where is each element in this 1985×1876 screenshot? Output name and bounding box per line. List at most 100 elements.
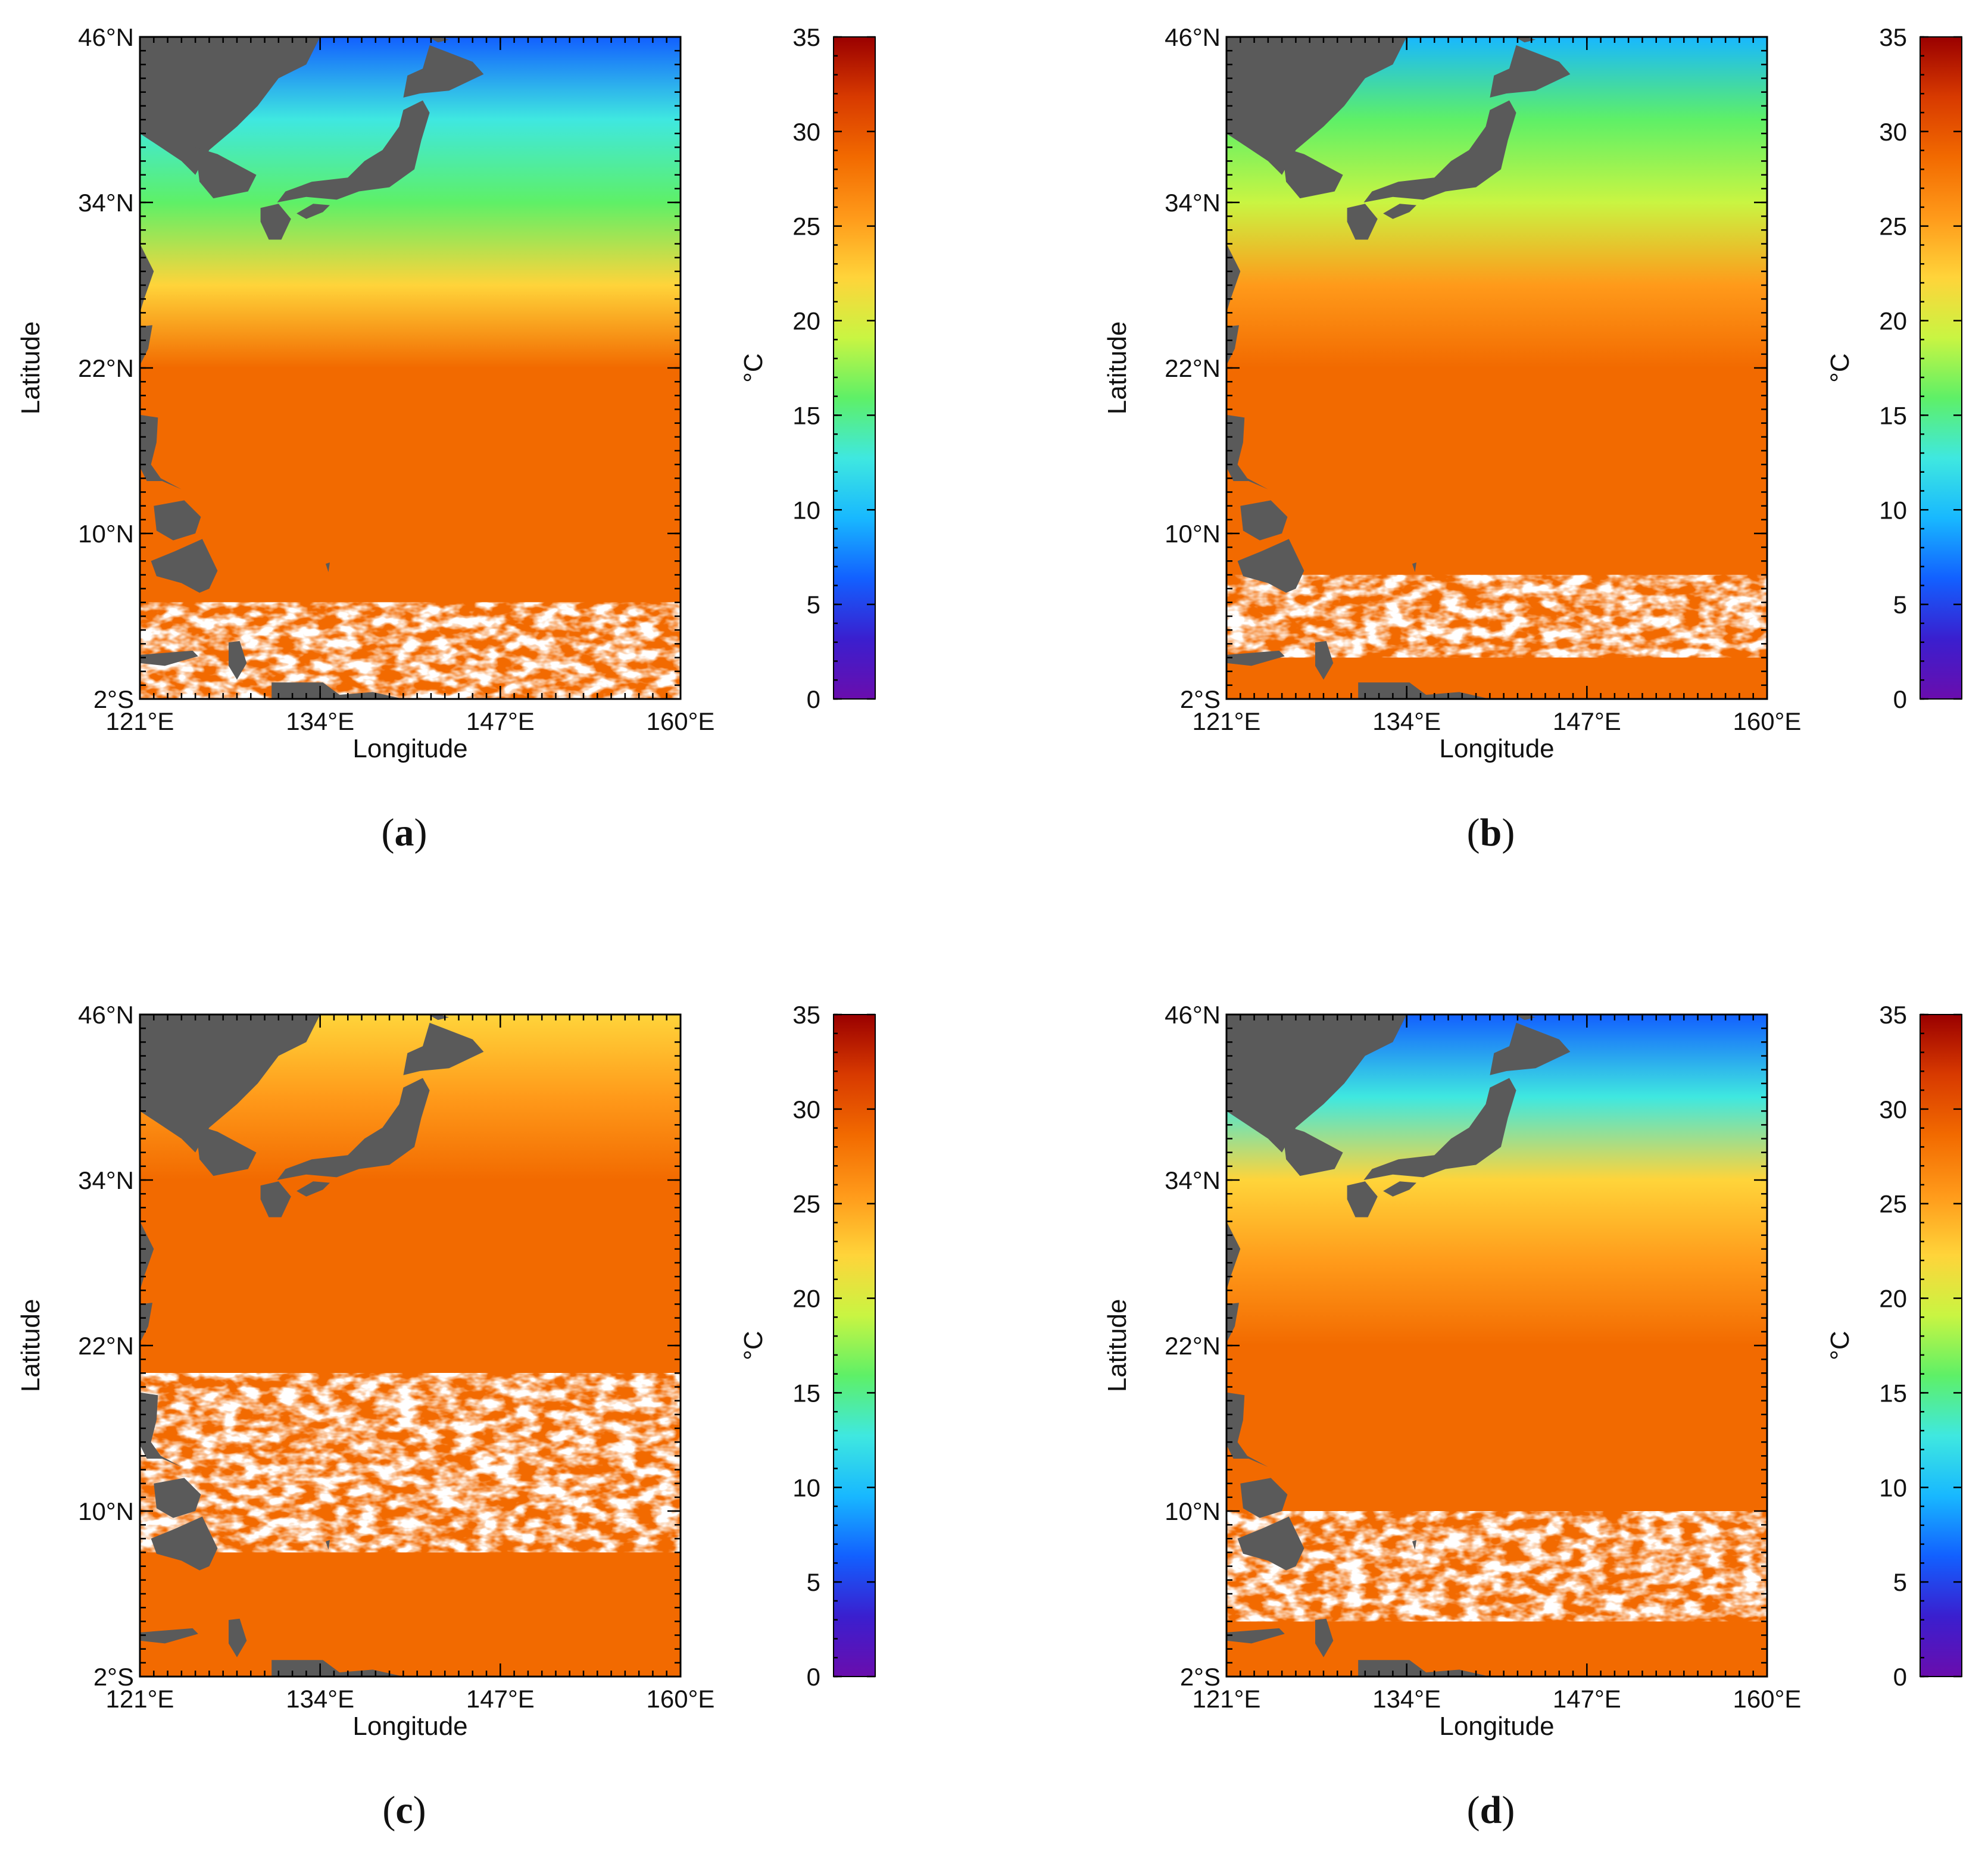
x-tick-label: 134°E — [1372, 707, 1441, 735]
colorbar-tick-label: 20 — [792, 307, 820, 335]
china-coast-land — [1226, 1221, 1241, 1291]
colorbar-tick-label: 25 — [1879, 213, 1907, 241]
panel-letter: b — [1480, 811, 1502, 854]
japan-shikoku-land — [296, 1181, 330, 1197]
colorbar-tick-label: 10 — [1879, 1474, 1907, 1502]
y-tick-label: 2°S — [93, 1663, 134, 1691]
cloud-mask — [140, 602, 681, 699]
new-guinea-land — [1358, 1660, 1490, 1677]
panel-b: 121°E 134°E 147°E 160°E 46°N 34°N 22°N 10°N 2°S L… — [1103, 23, 1962, 854]
panel-a: 121°E 134°E 147°E 160°E 46°N 34°N 22°N 10°N 2°S L… — [16, 23, 876, 854]
cloud-mask — [1226, 575, 1767, 658]
cloud-mask — [140, 1373, 681, 1553]
y-tick-label: 10°N — [1165, 1497, 1221, 1525]
china-coast-land — [140, 1221, 154, 1291]
colorbar — [834, 37, 875, 699]
taiwan-land — [1226, 1303, 1239, 1343]
x-tick-label: 160°E — [647, 1685, 715, 1713]
japan-honshu-land — [1363, 100, 1516, 202]
colorbar-tick-label: 0 — [1893, 1663, 1907, 1691]
palau-land — [326, 562, 330, 572]
asia-mainland-land — [1226, 37, 1407, 175]
x-tick-label: 147°E — [466, 707, 535, 735]
y-tick-label: 22°N — [78, 1332, 134, 1360]
japan-kyushu-land — [260, 204, 291, 240]
sulawesi-land — [140, 1628, 198, 1644]
x-tick-label: 147°E — [1553, 1685, 1621, 1713]
colorbar-tick-label: 5 — [1893, 1568, 1907, 1596]
visayas-land — [1240, 500, 1288, 541]
colorbar-unit: °C — [739, 353, 768, 382]
asia-mainland-land — [140, 37, 320, 175]
sakhalin-land — [428, 1015, 450, 1020]
x-tick-label: 134°E — [286, 707, 354, 735]
china-coast-land — [1226, 244, 1241, 313]
mindanao-land — [151, 539, 218, 593]
x-tick-label: 134°E — [1372, 1685, 1441, 1713]
japan-hokkaido-land — [403, 45, 484, 98]
new-guinea-land — [1358, 682, 1490, 699]
panel-label: (b) — [1467, 811, 1515, 854]
luzon-land — [140, 1392, 182, 1467]
y-tick-label: 10°N — [78, 520, 134, 548]
japan-kyushu-land — [1347, 1181, 1378, 1218]
sulawesi-land — [1226, 650, 1285, 666]
visayas-land — [154, 500, 201, 541]
colorbar — [1920, 1015, 1962, 1677]
colorbar-tick-label: 15 — [792, 401, 820, 429]
japan-honshu-land — [277, 1078, 430, 1180]
colorbar-tick-label: 15 — [1879, 401, 1907, 429]
panel-letter: c — [395, 1788, 413, 1832]
y-tick-label: 22°N — [1165, 1332, 1221, 1360]
x-tick-label: 147°E — [1553, 707, 1621, 735]
colorbar-tick-label: 0 — [807, 685, 820, 713]
new-guinea-land — [271, 682, 404, 699]
taiwan-land — [1226, 325, 1239, 366]
x-axis-title: Longitude — [1439, 1712, 1554, 1741]
x-axis-title: Longitude — [1439, 734, 1554, 763]
y-tick-label: 46°N — [78, 23, 134, 51]
y-tick-label: 34°N — [1165, 189, 1221, 217]
colorbar-tick-label: 10 — [1879, 496, 1907, 524]
korea-land — [195, 1125, 257, 1176]
y-tick-label: 2°S — [1180, 685, 1221, 713]
mindanao-land — [1237, 539, 1304, 593]
cloud-mask — [1226, 1511, 1767, 1622]
y-tick-label: 22°N — [78, 354, 134, 382]
colorbar-tick-label: 5 — [1893, 591, 1907, 619]
colorbar — [1920, 37, 1962, 699]
panel-label: (c) — [382, 1788, 426, 1832]
y-axis-title: Latitude — [16, 1299, 45, 1393]
japan-kyushu-land — [1347, 204, 1378, 240]
colorbar-tick-label: 15 — [792, 1379, 820, 1407]
asia-mainland-land — [140, 1015, 320, 1153]
japan-kyushu-land — [260, 1181, 291, 1218]
palau-land — [326, 1540, 330, 1550]
colorbar-tick-label: 20 — [792, 1285, 820, 1313]
colorbar-tick-label: 0 — [1893, 685, 1907, 713]
x-tick-label: 121°E — [1193, 1685, 1261, 1713]
panel-c: 121°E 134°E 147°E 160°E 46°N 34°N 22°N 10°N 2°S L… — [16, 1001, 876, 1832]
y-axis-title: Latitude — [1103, 1299, 1132, 1393]
colorbar-tick-label: 30 — [1879, 1095, 1907, 1123]
halmahera-land — [229, 641, 247, 680]
y-tick-label: 2°S — [1180, 1663, 1221, 1691]
palau-land — [1412, 1540, 1416, 1550]
colorbar-tick-label: 10 — [792, 496, 820, 524]
panel-letter: d — [1480, 1788, 1502, 1832]
x-tick-label: 121°E — [106, 1685, 174, 1713]
colorbar-unit: °C — [1825, 353, 1855, 382]
sakhalin-land — [1515, 1015, 1536, 1020]
x-tick-label: 121°E — [106, 707, 174, 735]
mindanao-land — [1237, 1516, 1304, 1571]
visayas-land — [154, 1478, 201, 1518]
x-axis-title: Longitude — [352, 1712, 467, 1741]
y-tick-label: 2°S — [93, 685, 134, 713]
y-tick-label: 10°N — [78, 1497, 134, 1525]
colorbar-tick-label: 35 — [1879, 23, 1907, 51]
colorbar-tick-label: 5 — [807, 591, 820, 619]
colorbar-frame — [833, 36, 876, 700]
korea-land — [1282, 1125, 1343, 1176]
y-tick-label: 46°N — [1165, 1001, 1221, 1029]
